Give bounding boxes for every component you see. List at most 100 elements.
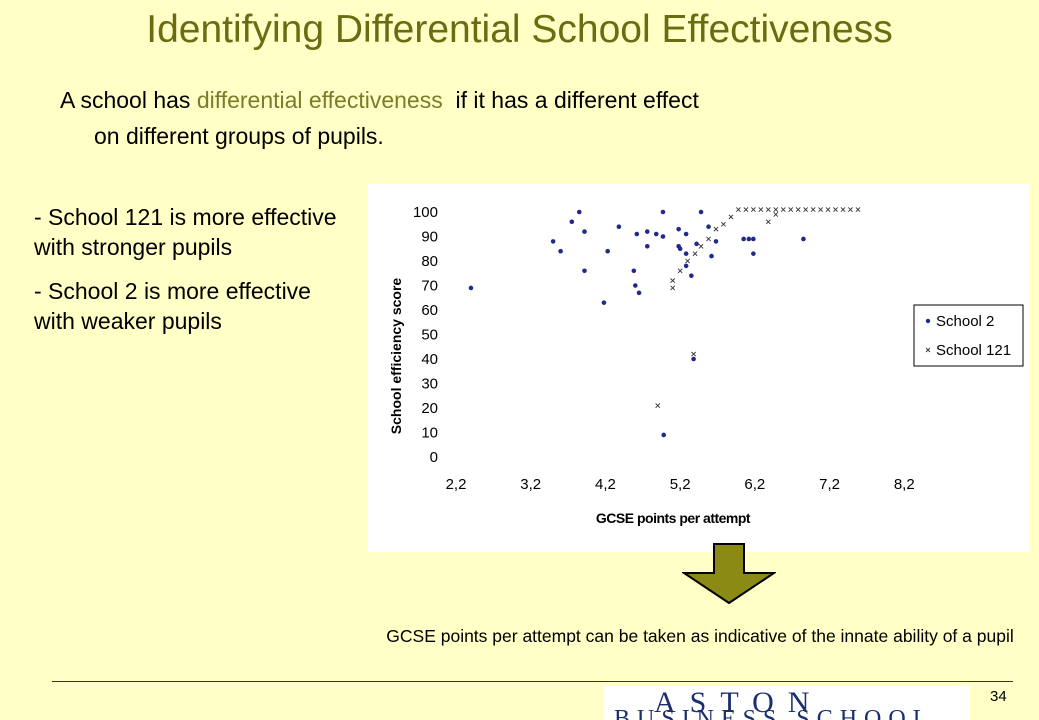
school-2-point [683,251,689,256]
x-tick-label: 7,2 [819,476,840,493]
logo-line2: BUSINESS SCHOOL [614,706,935,720]
school-2-point [683,263,689,269]
school-121-point [840,207,846,212]
school-2-point [683,231,689,237]
school-121-point [750,207,756,212]
bullet-list: - School 121 is more effective with stro… [34,202,354,350]
school-121-point [655,403,661,408]
x-tick-label: 8,2 [894,476,915,493]
school-121-point [788,207,794,212]
y-tick-label: 20 [421,400,438,417]
school-2-point [569,219,575,225]
legend-school-121-label: School 121 [936,342,1011,359]
school-121-point [691,351,697,357]
slide-title: Identifying Differential School Effectiv… [146,8,893,51]
y-tick-label: 10 [421,425,438,442]
school-2-point [653,231,659,237]
school-121-point [803,207,809,212]
page-number: 34 [990,688,1007,705]
school-121-point [698,243,704,249]
school-2-point [558,248,563,254]
scatter-chart: 0 10 20 30 40 50 60 70 80 90 100 2,2 3,2 4,2 5,2 6,2 7,… [388,204,1024,526]
intro-line2: on different groups of pupils. [94,123,384,149]
school-121-point [855,207,861,212]
school-2-point [709,253,714,259]
y-tick-label: 60 [421,302,438,319]
school-2-point [631,268,637,274]
y-axis-label: School efficiency score [388,278,404,435]
school-2-point [706,224,711,229]
school-2-point [644,229,650,234]
chart-panel: 0 10 20 30 40 50 60 70 80 90 100 2,2 3,2 4,2 5,2 6,2 7,… [368,184,1029,552]
y-tick-label: 0 [430,449,438,466]
school-121-point [825,207,831,212]
school-121-point [810,207,816,212]
school-2-point [582,229,587,234]
bullet-item: - School 121 is more effective with stro… [34,204,337,260]
y-tick-label: 100 [413,204,438,221]
x-tick-label: 2,2 [446,476,467,493]
school-2-point [633,283,638,288]
chart-legend: School 2 School 121 [913,304,1024,367]
intro-after: if it has a different effect [442,87,699,113]
school-2-point [677,246,683,252]
school-121-point [773,207,779,212]
school-2-point [582,268,587,274]
school-2-point [468,285,474,291]
school-2-point [689,273,694,278]
legend-school-121-marker [925,347,931,353]
school-2-point [616,224,622,229]
x-tick-label: 6,2 [744,476,765,493]
school-121-point [795,207,801,212]
school-2-point [713,239,719,244]
school-121-point [670,278,676,284]
school-2-point [746,236,752,242]
school-2-point [676,226,681,232]
x-tick-label: 3,2 [520,476,541,493]
y-tick-label: 70 [421,278,438,295]
school-2-point [634,231,640,237]
legend-school-2-label: School 2 [936,313,994,330]
y-tick-label: 80 [421,253,438,270]
bullet-item: - School 2 is more effective with weaker… [34,278,311,334]
intro-text: A school has differential effectiveness … [60,82,1000,154]
school-121-point [677,268,683,274]
y-tick-label: 40 [421,351,438,368]
school-121-point [780,207,786,212]
school-2-point [661,432,667,438]
footer-divider [52,681,1013,682]
school-121-point [728,214,734,220]
footnote-text: GCSE points per attempt can be taken as … [386,626,1014,646]
intro-highlight: differential effectiveness [196,87,443,113]
school-2-point [601,300,607,305]
school-121-point [848,207,853,212]
school-2-point [691,356,696,362]
school-121-point [773,212,779,217]
school-121-point [670,285,676,291]
school-2-point [741,236,746,242]
y-tick-label: 30 [421,376,438,393]
school-121-point [758,207,764,212]
school-121-point [765,207,771,212]
x-tick-label: 4,2 [595,476,616,493]
y-tick-label: 90 [421,229,438,246]
school-121-point [706,236,711,242]
school-2-point [605,248,610,254]
school-2-point [751,236,756,242]
school-121-point [685,258,691,264]
aston-logo: ASTON BUSINESS SCHOOL [604,686,970,720]
school-2-point [660,209,666,215]
school-2-point [644,244,650,249]
school-2-point [694,241,699,247]
school-121-point [818,207,824,212]
school-121-point [736,207,741,212]
y-tick-label: 50 [421,327,438,344]
x-tick-label: 5,2 [670,476,691,493]
school-121-point [713,226,719,232]
intro-before: A school has [60,87,197,113]
school-121-point [692,251,698,257]
school-2-point [550,239,556,244]
school-2-point [751,251,756,256]
school-121-point [765,219,771,225]
legend-school-2-marker [925,318,931,324]
